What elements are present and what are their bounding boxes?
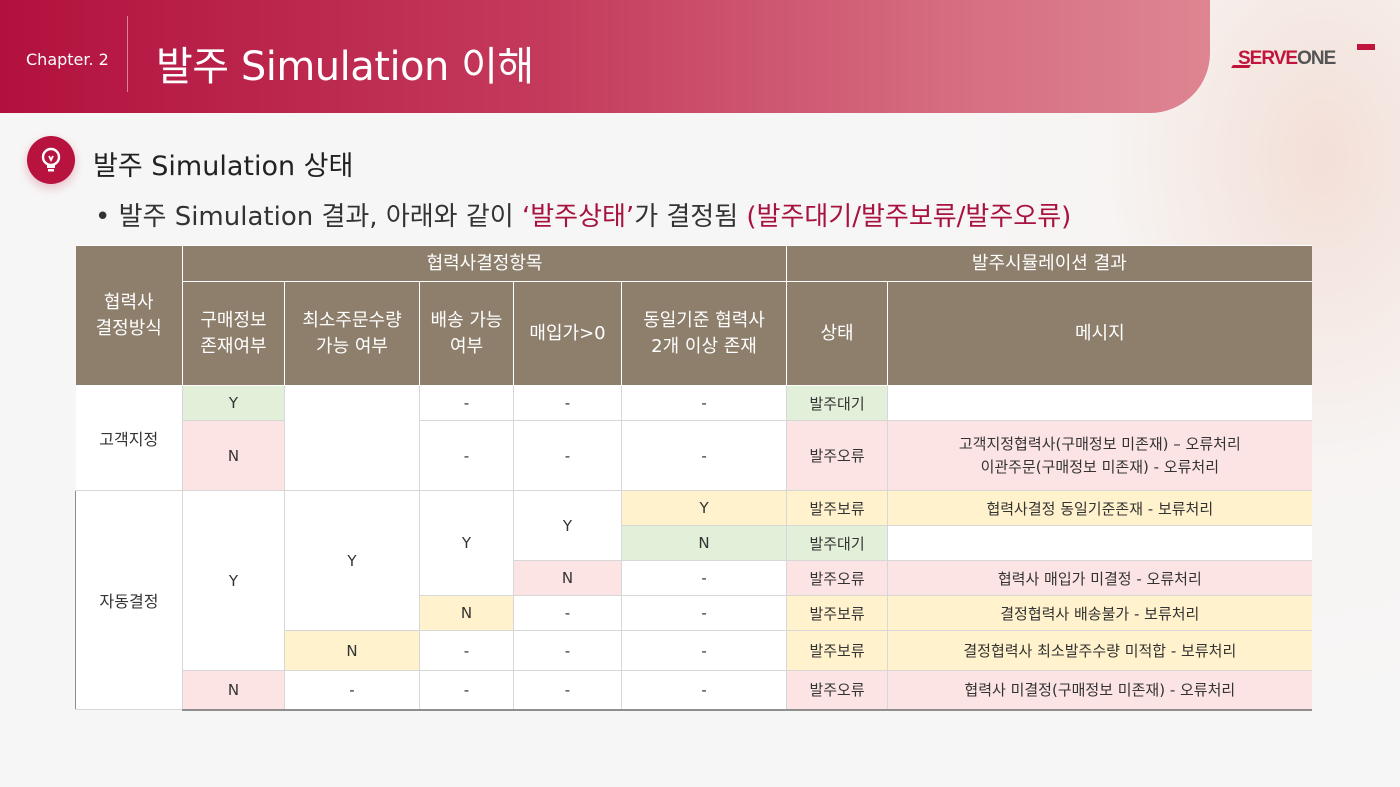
table-cell: - [513,420,622,491]
section-title: 발주 Simulation 상태 [93,151,354,182]
message-cell: 결정협력사 최소발주수량 미적합 - 보류처리 [887,630,1312,671]
table-cell: - [419,385,514,421]
table-cell: Y [513,490,622,561]
table-row: 자동결정 Y Y Y Y Y 발주보류 협력사결정 동일기준존재 - 보류처리 [75,490,1312,710]
table-cell: - [620,595,788,631]
table-cell: N [621,525,788,561]
status-cell: 발주오류 [786,670,889,711]
chapter-header: Chapter. 2 발주 Simulation 이해 [0,0,1210,113]
message-cell: 협력사 매입가 미결정 - 오류처리 [887,560,1312,596]
message-cell [887,385,1312,421]
status-term: ‘발주상태’ [521,202,635,232]
status-list: (발주대기/발주보류/발주오류) [746,202,1072,232]
header-message: 메시지 [887,281,1312,386]
message-cell [887,525,1312,561]
table-cell: N [284,630,420,671]
logo-text: SERVEONE [1238,48,1336,69]
message-cell: 결정협력사 배송불가 - 보류처리 [887,595,1312,631]
table-row: N - - 발주보류 결정협력사 배송불가 - 보류처리 [76,595,1312,631]
bullet-text: • 발주 Simulation 결과, 아래와 같이 ‘발주상태’가 결정됨 (… [95,202,1072,232]
table-row: N - - - - 발주오류 협력사 미결정(구매정보 미존재) - 오류처리 [76,670,1312,711]
status-cell: 발주대기 [786,385,889,421]
header-criteria: 협력사결정항목 [181,245,788,282]
table-cell: - [620,385,788,421]
status-cell: 발주보류 [786,630,889,671]
table-cell: Y [182,490,285,671]
table-cell: - [419,670,514,711]
table-row: N - 발주오류 협력사 매입가 미결정 - 오류처리 [76,560,1312,596]
logo-accent [1357,44,1375,50]
message-cell: 협력사 미결정(구매정보 미존재) - 오류처리 [887,670,1312,711]
method-cell: 고객지정 [75,385,183,491]
status-cell: 발주대기 [786,525,889,561]
header-price: 매입가>0 [513,281,622,386]
table-cell: N [182,420,285,491]
table-cell: N [419,595,514,631]
table-cell: - [620,670,788,711]
table-cell: - [513,630,622,671]
table-cell: - [620,420,788,491]
header-duplicate-supplier: 동일기준 협력사 2개 이상 존재 [620,281,788,386]
table-row: 고객지정 Y - - - 발주대기 [75,385,1312,491]
table-cell: N [182,670,285,711]
table-cell: - [620,630,788,671]
table-cell: Y [182,385,285,421]
table-cell: - [513,670,622,711]
table-cell: - [419,630,514,671]
table-cell [284,385,420,491]
status-cell: 발주오류 [786,420,889,491]
page-title: 발주 Simulation 이해 [156,44,534,90]
header-method: 협력사 결정방식 [75,245,183,386]
chapter-label: Chapter. 2 [26,50,109,69]
table-cell: Y [284,490,420,631]
order-status-table: 협력사 결정방식 협력사결정항목 발주시뮬레이션 결과 구매정보 존재여부 최소… [75,245,1312,711]
table-cell: - [284,670,420,711]
serveone-logo: SERVEONE [1231,44,1382,74]
status-cell: 발주보류 [786,490,889,526]
header-min-qty: 최소주문수량 가능 여부 [284,281,420,386]
status-cell: 발주보류 [786,595,889,631]
table-cell: Y [620,490,788,526]
table-row: N - - - 발주오류 고객지정협력사(구매정보 미존재) – 오류처리 이관주… [76,420,1312,491]
status-cell: 발주오류 [786,560,889,596]
table-cell: - [513,595,622,631]
table-cell: Y [419,490,514,596]
message-cell: 고객지정협력사(구매정보 미존재) – 오류처리 이관주문(구매정보 미존재) -… [887,420,1312,491]
lightbulb-icon [27,136,75,184]
header-divider [127,16,128,92]
header-delivery: 배송 가능 여부 [419,281,514,386]
header-status: 상태 [786,281,889,386]
table-cell: - [419,420,514,491]
table-cell: N [513,560,622,596]
table-cell: - [513,385,622,421]
method-cell: 자동결정 [75,490,183,710]
message-cell: 협력사결정 동일기준존재 - 보류처리 [887,490,1312,526]
table-cell: - [620,560,788,596]
header-purchase-info: 구매정보 존재여부 [182,281,285,386]
header-result: 발주시뮬레이션 결과 [786,245,1312,282]
